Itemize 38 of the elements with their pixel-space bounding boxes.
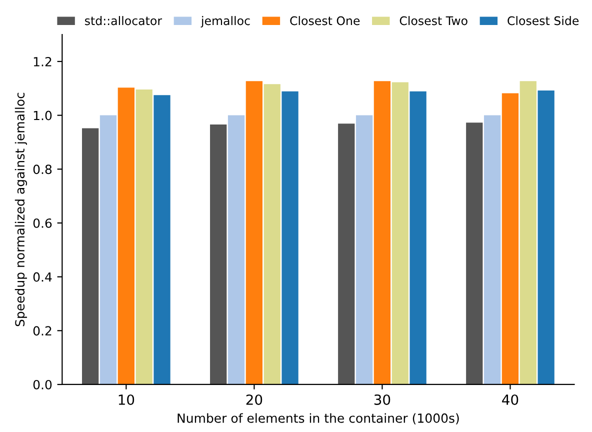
y-tick-label: 0.4 [33,272,52,282]
bar [338,124,355,384]
x-tick-label: 10 [118,394,134,405]
bar [392,82,408,384]
y-axis-title: Speedup normalized against jemalloc [14,92,28,326]
bar [466,122,483,384]
y-tick-label: 0.6 [33,218,52,228]
bar [136,89,152,384]
x-tick-label: 20 [246,394,262,405]
bar [282,91,298,384]
bar [210,124,227,384]
y-tick-label: 0.8 [33,164,52,174]
bar [228,115,245,384]
x-tick-label: 30 [374,394,390,405]
bar [154,95,170,384]
bar [502,93,519,384]
bar [538,90,554,384]
bar [82,128,99,384]
bar [520,81,536,384]
legend-label: jemalloc [200,16,250,28]
y-tick-label: 1.0 [34,110,52,120]
bar [264,84,280,384]
y-tick-label: 0.0 [33,380,52,390]
x-tick-label: 40 [502,394,518,405]
legend-label: Closest One [290,16,360,26]
bar [410,91,426,384]
bar [374,81,391,384]
legend-label: Closest Two [400,16,468,26]
x-axis-title: Number of elements in the container (1000s) [178,413,459,424]
bar [118,88,134,384]
y-tick-label: 1.2 [34,56,52,66]
bar [484,115,501,384]
bar [356,115,373,384]
legend-label: Closest Side [508,16,579,26]
y-tick-label: 0.2 [33,326,52,336]
legend-label: std::allocator [84,16,162,26]
bar [100,115,117,384]
bar [246,81,263,384]
